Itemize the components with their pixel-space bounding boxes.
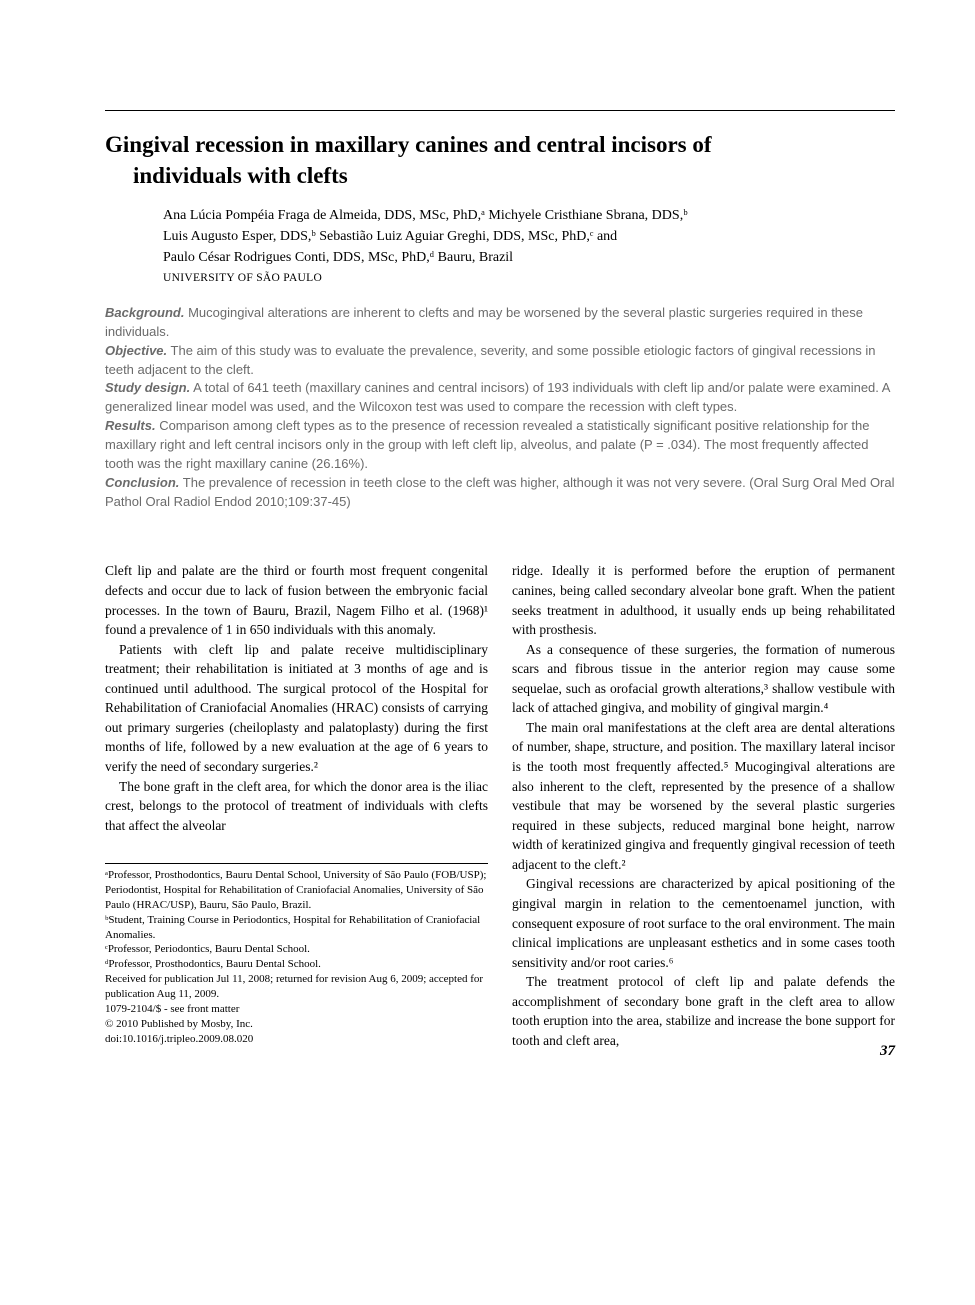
body-left-p2: Patients with cleft lip and palate recei… [105, 640, 488, 777]
footnotes-block: ᵃProfessor, Prosthodontics, Bauru Dental… [105, 863, 488, 1046]
body-right-p5: The treatment protocol of cleft lip and … [512, 972, 895, 1050]
footnote-c: ᶜProfessor, Periodontics, Bauru Dental S… [105, 942, 488, 957]
abstract-conclusion-label: Conclusion. [105, 475, 179, 490]
affiliation: UNIVERSITY OF SÃO PAULO [105, 272, 895, 284]
abstract-objective: Objective. The aim of this study was to … [105, 342, 895, 380]
abstract-background-label: Background. [105, 305, 184, 320]
abstract-results: Results. Comparison among cleft types as… [105, 417, 895, 474]
title-line-1: Gingival recession in maxillary canines … [105, 132, 712, 157]
authors-line-3: Paulo César Rodrigues Conti, DDS, MSc, P… [163, 247, 895, 268]
body-right-p4: Gingival recessions are characterized by… [512, 874, 895, 972]
body-left-p3: The bone graft in the cleft area, for wh… [105, 777, 488, 836]
abstract-study-design: Study design. A total of 641 teeth (maxi… [105, 379, 895, 417]
title-line-2: individuals with clefts [105, 160, 895, 191]
abstract-results-text: Comparison among cleft types as to the p… [105, 418, 870, 471]
abstract-conclusion-text: The prevalence of recession in teeth clo… [105, 475, 895, 509]
footnote-d: ᵈProfessor, Prosthodontics, Bauru Dental… [105, 957, 488, 972]
abstract-study-label: Study design. [105, 380, 190, 395]
abstract-study-text: A total of 641 teeth (maxillary canines … [105, 380, 890, 414]
article-title: Gingival recession in maxillary canines … [105, 129, 895, 191]
page-container: Gingival recession in maxillary canines … [0, 0, 975, 1090]
abstract-background-text: Mucogingival alterations are inherent to… [105, 305, 863, 339]
body-right-p1: ridge. Ideally it is performed before th… [512, 561, 895, 639]
authors-block: Ana Lúcia Pompéia Fraga de Almeida, DDS,… [105, 205, 895, 268]
footnote-b: ᵇStudent, Training Course in Periodontic… [105, 913, 488, 943]
abstract-results-label: Results. [105, 418, 156, 433]
footnote-issn: 1079-2104/$ - see front matter [105, 1002, 488, 1017]
abstract-objective-label: Objective. [105, 343, 167, 358]
left-column: Cleft lip and palate are the third or fo… [105, 561, 488, 1050]
footnote-doi: doi:10.1016/j.tripleo.2009.08.020 [105, 1032, 488, 1047]
body-right-p2: As a consequence of these surgeries, the… [512, 640, 895, 718]
body-right-p3: The main oral manifestations at the clef… [512, 718, 895, 875]
footnote-received: Received for publication Jul 11, 2008; r… [105, 972, 488, 1002]
right-column: ridge. Ideally it is performed before th… [512, 561, 895, 1050]
authors-line-1: Ana Lúcia Pompéia Fraga de Almeida, DDS,… [163, 205, 895, 226]
top-rule [105, 110, 895, 111]
footnote-copyright: © 2010 Published by Mosby, Inc. [105, 1017, 488, 1032]
body-columns: Cleft lip and palate are the third or fo… [105, 561, 895, 1050]
abstract-conclusion: Conclusion. The prevalence of recession … [105, 474, 895, 512]
page-number: 37 [880, 1043, 895, 1060]
abstract-objective-text: The aim of this study was to evaluate th… [105, 343, 876, 377]
footnote-a: ᵃProfessor, Prosthodontics, Bauru Dental… [105, 868, 488, 913]
authors-line-2: Luis Augusto Esper, DDS,ᵇ Sebastião Luiz… [163, 226, 895, 247]
abstract-background: Background. Mucogingival alterations are… [105, 304, 895, 342]
body-left-p1: Cleft lip and palate are the third or fo… [105, 561, 488, 639]
abstract-block: Background. Mucogingival alterations are… [105, 304, 895, 511]
